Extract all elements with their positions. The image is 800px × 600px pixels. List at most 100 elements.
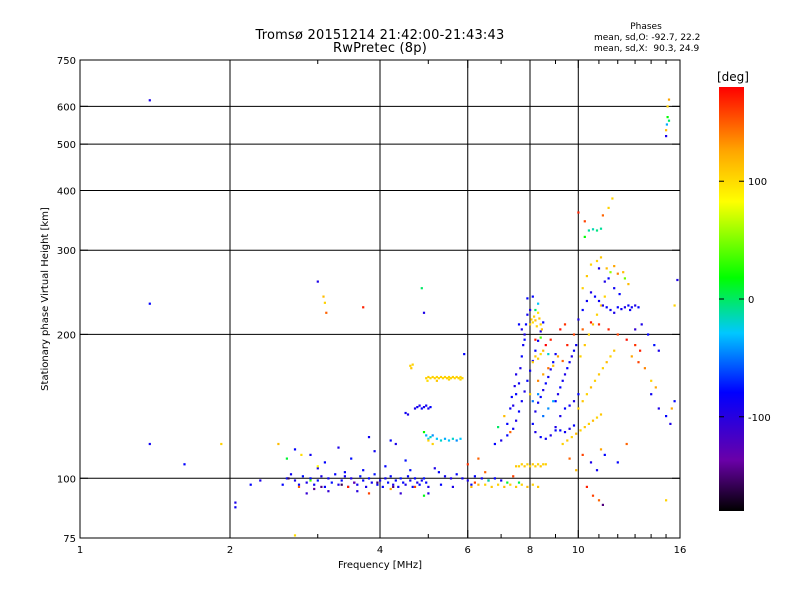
data-point — [343, 471, 346, 474]
data-point — [634, 304, 637, 307]
data-point — [534, 308, 537, 312]
data-point — [429, 406, 432, 409]
data-point — [597, 299, 601, 303]
data-point — [568, 404, 571, 407]
data-point — [463, 353, 466, 356]
data-point — [552, 364, 555, 367]
data-point — [330, 481, 333, 484]
data-point — [620, 308, 623, 311]
data-point — [418, 404, 421, 407]
data-point — [595, 469, 599, 472]
data-point — [384, 477, 387, 480]
data-point — [451, 437, 454, 440]
data-point — [637, 306, 640, 309]
data-point — [556, 393, 560, 396]
data-point — [323, 461, 326, 464]
data-point — [515, 419, 518, 422]
data-point — [547, 407, 550, 410]
data-point — [520, 328, 523, 331]
data-point — [542, 321, 545, 324]
data-point — [572, 349, 576, 352]
data-point — [503, 485, 506, 488]
data-point — [539, 436, 542, 439]
data-point — [459, 375, 462, 379]
data-point — [568, 457, 571, 460]
data-point — [427, 485, 430, 488]
data-point — [554, 426, 557, 429]
data-point — [433, 467, 436, 470]
data-point — [334, 473, 337, 476]
data-point — [601, 304, 604, 307]
data-point — [572, 400, 576, 403]
data-point — [506, 481, 509, 484]
data-point — [409, 479, 412, 482]
data-point — [585, 393, 588, 396]
data-point — [591, 228, 595, 231]
y-axis: 75 100 200 300 400 500 600 750 — [57, 56, 680, 545]
data-point — [461, 377, 464, 380]
data-point — [459, 378, 462, 381]
data-point — [533, 315, 536, 318]
data-point — [613, 349, 616, 352]
x-tick-label: 16 — [674, 545, 687, 556]
data-point — [601, 367, 604, 370]
data-point — [559, 415, 562, 418]
y-tick-label: 400 — [57, 186, 76, 197]
data-point — [413, 407, 417, 410]
data-point — [406, 475, 410, 478]
phases-x-stats: mean, sd,X: 90.3, 24.9 — [594, 44, 700, 54]
data-point — [595, 229, 599, 232]
data-point — [429, 377, 432, 380]
data-point — [340, 479, 343, 482]
data-point — [327, 477, 330, 480]
data-point — [591, 494, 595, 497]
data-point — [439, 439, 443, 442]
data-point — [384, 465, 387, 468]
data-point — [370, 481, 373, 484]
data-point — [148, 302, 151, 305]
data-point — [148, 442, 151, 446]
data-point — [563, 431, 567, 434]
data-point — [537, 485, 540, 488]
data-point — [409, 364, 412, 367]
data-point — [563, 407, 567, 410]
colorbar-unit-label: [deg] — [717, 70, 749, 84]
data-point — [389, 439, 392, 442]
data-point — [597, 323, 601, 326]
data-point — [447, 375, 451, 379]
data-point — [406, 413, 410, 416]
data-point — [420, 479, 423, 482]
data-point — [435, 379, 438, 382]
data-point — [579, 429, 582, 432]
data-point — [376, 481, 379, 484]
data-point — [259, 479, 262, 482]
data-point — [522, 344, 525, 347]
grid-lines — [80, 60, 680, 538]
data-point — [603, 453, 606, 456]
data-point — [534, 319, 537, 322]
x-axis: 1 2 4 6 8 10 16 — [77, 60, 687, 556]
x-tick-label: 10 — [572, 545, 585, 556]
data-point — [583, 344, 586, 347]
data-point — [549, 338, 552, 341]
data-point — [362, 306, 365, 309]
data-point — [625, 442, 628, 446]
data-point — [673, 400, 676, 403]
data-point — [538, 317, 541, 320]
data-point — [547, 375, 550, 379]
data-point — [367, 436, 371, 439]
data-point — [509, 431, 512, 434]
data-point — [537, 311, 540, 314]
data-point — [630, 355, 633, 358]
data-point — [581, 400, 584, 403]
data-point — [293, 448, 297, 451]
data-point — [466, 463, 469, 466]
data-point — [512, 404, 515, 407]
data-point — [622, 271, 625, 274]
data-point — [531, 359, 534, 363]
data-point — [392, 483, 395, 486]
data-point — [322, 295, 325, 298]
data-point — [629, 308, 632, 312]
data-point — [433, 377, 436, 380]
data-point — [461, 477, 464, 480]
